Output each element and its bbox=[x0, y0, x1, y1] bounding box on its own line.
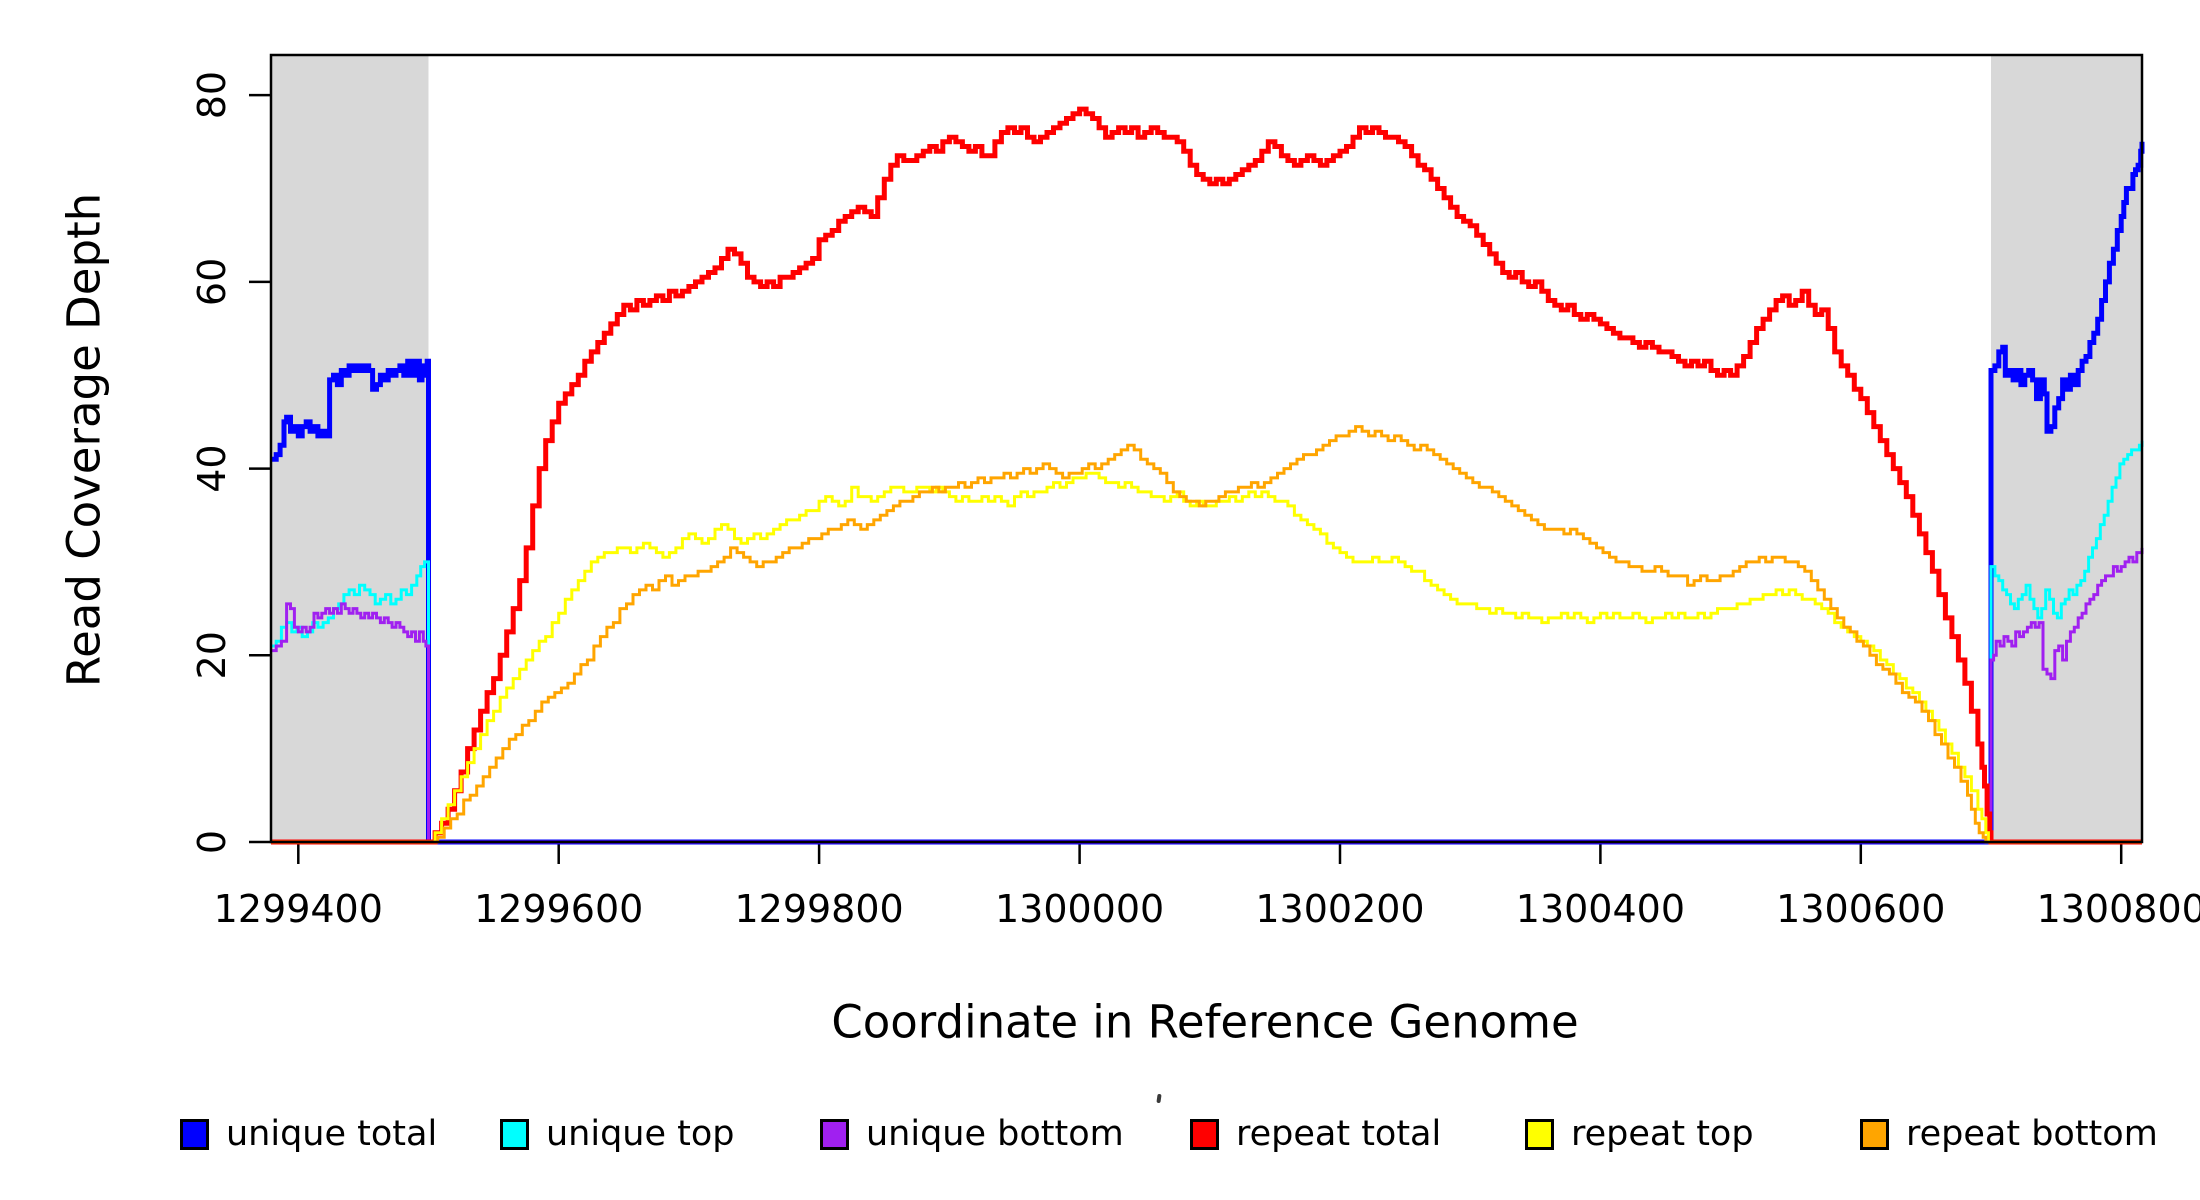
legend-item-repeat-top: repeat top bbox=[1525, 1112, 1754, 1156]
legend-label: unique total bbox=[226, 1114, 438, 1154]
series-line-unique-total bbox=[271, 141, 2145, 845]
x-tick-label: 1299800 bbox=[734, 887, 903, 931]
legend-label: unique bottom bbox=[866, 1114, 1124, 1154]
legend: unique total unique top unique bottom repea… bbox=[0, 1112, 2200, 1156]
x-tick-label: 1300000 bbox=[995, 887, 1164, 931]
legend-label: repeat total bbox=[1236, 1114, 1442, 1154]
y-tick-label: 20 bbox=[190, 631, 234, 679]
legend-item-repeat-total: repeat total bbox=[1190, 1112, 1441, 1156]
series-line-repeat-top bbox=[271, 471, 2142, 844]
legend-label: repeat bottom bbox=[1906, 1114, 2158, 1154]
legend-item-unique-top: unique top bbox=[500, 1112, 735, 1156]
legend-swatch-icon bbox=[1190, 1118, 1219, 1150]
x-tick-label: 1300800 bbox=[2037, 887, 2200, 931]
x-tick-label: 1300600 bbox=[1776, 887, 1945, 931]
y-tick-label: 60 bbox=[190, 258, 234, 306]
y-axis-title: Read Coverage Depth bbox=[57, 192, 111, 688]
x-tick-label: 1299400 bbox=[214, 887, 383, 931]
legend-swatch-icon bbox=[180, 1118, 209, 1150]
y-tick-label: 0 bbox=[190, 830, 234, 854]
legend-item-unique-bottom: unique bottom bbox=[820, 1112, 1124, 1156]
y-tick-label: 40 bbox=[190, 444, 234, 492]
legend-label: unique top bbox=[546, 1114, 735, 1154]
y-tick-label: 80 bbox=[190, 71, 234, 119]
left-shaded-region bbox=[271, 55, 429, 842]
legend-swatch-icon bbox=[820, 1118, 849, 1150]
legend-swatch-icon bbox=[1860, 1118, 1889, 1150]
legend-swatch-icon bbox=[1525, 1118, 1554, 1150]
series-line-repeat-bottom bbox=[271, 425, 2142, 844]
series-line-unique-bottom bbox=[271, 547, 2144, 844]
legend-item-unique-total: unique total bbox=[180, 1112, 437, 1156]
right-shaded-region bbox=[1991, 55, 2142, 842]
x-tick-label: 1300400 bbox=[1516, 887, 1685, 931]
x-tick-label: 1300200 bbox=[1255, 887, 1424, 931]
legend-label: repeat top bbox=[1571, 1114, 1754, 1154]
plot-border bbox=[269, 53, 2144, 844]
legend-item-repeat-bottom: repeat bottom bbox=[1860, 1112, 2158, 1156]
x-axis-title: Coordinate in Reference Genome bbox=[831, 995, 1579, 1049]
x-tick-label: 1299600 bbox=[474, 887, 643, 931]
series-line-repeat-total bbox=[271, 106, 2142, 845]
legend-swatch-icon bbox=[500, 1118, 529, 1150]
